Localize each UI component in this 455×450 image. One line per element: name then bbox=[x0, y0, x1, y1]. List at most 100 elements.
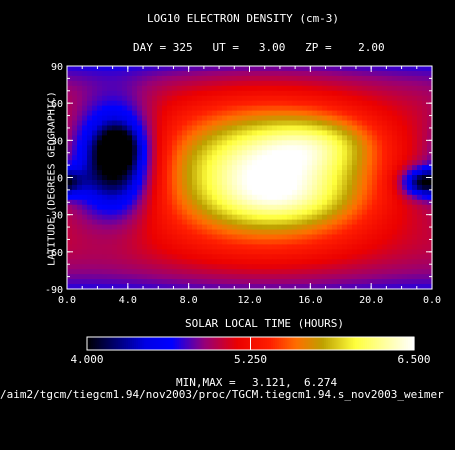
heat-cell bbox=[407, 120, 413, 127]
colorbar-cell bbox=[223, 337, 227, 350]
heat-cell bbox=[342, 145, 348, 151]
heat-cell bbox=[392, 125, 398, 132]
heat-cell bbox=[312, 184, 318, 191]
heat-cell bbox=[107, 170, 113, 176]
heat-cell bbox=[162, 125, 168, 132]
heat-cell bbox=[407, 264, 413, 270]
heat-cell bbox=[97, 279, 103, 285]
heat-cell bbox=[312, 269, 318, 275]
colorbar-cell bbox=[324, 337, 327, 350]
heat-cell bbox=[362, 219, 368, 226]
heat-cell bbox=[297, 194, 303, 201]
heat-cell bbox=[357, 155, 363, 161]
heat-cell bbox=[317, 229, 323, 236]
colorbar-cell bbox=[95, 337, 98, 350]
heat-cell bbox=[417, 95, 423, 102]
heat-cell bbox=[402, 239, 408, 245]
heat-cell bbox=[287, 100, 293, 107]
heat-cell bbox=[307, 155, 313, 161]
heat-cell bbox=[412, 194, 418, 201]
heat-cell bbox=[417, 90, 423, 97]
heat-cell bbox=[107, 140, 113, 146]
heat-cell bbox=[352, 155, 358, 161]
heat-cell bbox=[397, 120, 403, 127]
heat-cell bbox=[232, 130, 238, 136]
heat-cell bbox=[342, 219, 348, 226]
heat-cell bbox=[152, 234, 158, 241]
heat-cell bbox=[292, 214, 298, 221]
heat-cell bbox=[82, 135, 88, 141]
heat-cell bbox=[257, 140, 263, 146]
heat-cell bbox=[197, 179, 203, 186]
heat-cell bbox=[292, 105, 298, 112]
heat-cell bbox=[322, 120, 328, 127]
heat-cell bbox=[152, 145, 158, 151]
heat-cell bbox=[357, 85, 363, 92]
heat-cell bbox=[142, 199, 148, 206]
heat-cell bbox=[387, 284, 393, 290]
colorbar-cell bbox=[275, 337, 278, 350]
heat-cell bbox=[347, 105, 353, 112]
heat-cell bbox=[142, 115, 148, 122]
heat-cell bbox=[407, 284, 413, 290]
heat-cell bbox=[322, 170, 328, 176]
heat-cell bbox=[107, 70, 113, 77]
heat-cell bbox=[217, 284, 223, 290]
heat-cell bbox=[277, 229, 283, 236]
heat-cell bbox=[147, 179, 153, 186]
heat-cell bbox=[77, 279, 83, 285]
heat-cell bbox=[242, 274, 248, 280]
heat-cell bbox=[297, 189, 303, 196]
heat-cell bbox=[162, 145, 168, 151]
heat-cell bbox=[307, 130, 313, 136]
heat-cell bbox=[362, 254, 368, 260]
heat-cell bbox=[252, 274, 258, 280]
heat-cell bbox=[387, 269, 393, 275]
heat-cell bbox=[187, 160, 193, 166]
heat-cell bbox=[102, 105, 108, 112]
colorbar-cell bbox=[354, 337, 358, 350]
heat-cell bbox=[407, 75, 413, 82]
heat-cell bbox=[332, 160, 338, 166]
heat-cell bbox=[157, 224, 163, 231]
heat-cell bbox=[397, 175, 403, 181]
heat-cell bbox=[262, 130, 268, 136]
colorbar-cell bbox=[221, 337, 225, 350]
heat-cell bbox=[67, 95, 73, 102]
heat-cell bbox=[357, 145, 363, 151]
heat-cell bbox=[252, 204, 258, 211]
heat-cell bbox=[212, 85, 218, 92]
heat-cell bbox=[262, 254, 268, 260]
heat-cell bbox=[342, 85, 348, 92]
heat-cell bbox=[102, 259, 108, 265]
heat-cell bbox=[277, 279, 283, 285]
heat-cell bbox=[152, 80, 158, 87]
heat-cell bbox=[397, 165, 403, 171]
heat-cell bbox=[152, 150, 158, 156]
heat-cell bbox=[112, 209, 118, 216]
heat-cell bbox=[112, 145, 118, 151]
heat-cell bbox=[247, 130, 253, 136]
heat-cell bbox=[402, 90, 408, 97]
heat-cell bbox=[122, 160, 128, 166]
heat-cell bbox=[357, 254, 363, 260]
heat-cell bbox=[272, 160, 278, 166]
heat-cell bbox=[207, 100, 213, 107]
heat-cell bbox=[177, 110, 183, 117]
heat-cell bbox=[227, 120, 233, 127]
heat-cell bbox=[317, 70, 323, 77]
heat-cell bbox=[92, 274, 98, 280]
heat-cell bbox=[267, 135, 273, 141]
heat-cell bbox=[427, 209, 433, 216]
heat-cell bbox=[187, 279, 193, 285]
heat-cell bbox=[307, 229, 313, 236]
heat-cell bbox=[142, 274, 148, 280]
heat-cell bbox=[162, 249, 168, 255]
heat-cell bbox=[307, 284, 313, 290]
heat-cell bbox=[272, 115, 278, 122]
heat-cell bbox=[242, 155, 248, 161]
heat-cell bbox=[282, 145, 288, 151]
heat-cell bbox=[107, 130, 113, 136]
heat-cell bbox=[202, 209, 208, 216]
heat-cell bbox=[362, 274, 368, 280]
